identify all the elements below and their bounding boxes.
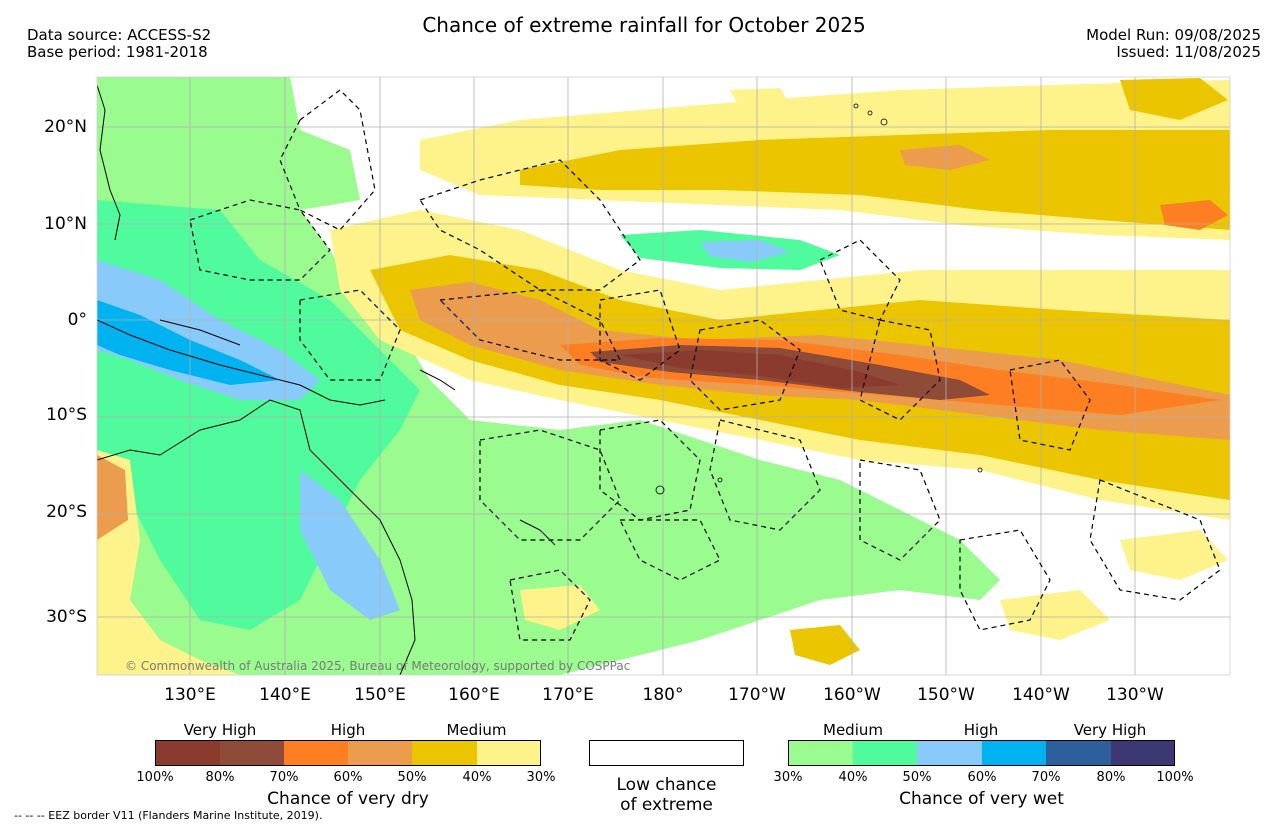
coastlines (97, 84, 556, 675)
wet-high-region (97, 260, 320, 400)
wet-category-high: High (963, 721, 999, 739)
map-frame (96, 76, 1231, 676)
dry-swatch-50-40 (412, 740, 477, 766)
dry-south-patch-3 (1120, 530, 1228, 580)
base-period-text: Base period: 1981-2018 (27, 43, 208, 61)
wet-high-inland (300, 470, 400, 620)
dry-swatch-80-70 (220, 740, 284, 766)
dry-colorbar-border (155, 740, 541, 766)
lon-label-140e: 140°E (259, 685, 311, 705)
island-outlines (655, 103, 983, 495)
lon-label-180: 180° (642, 685, 684, 705)
dry-north-orange-2 (900, 145, 990, 170)
map-gridlines (97, 77, 1230, 675)
map-title: Chance of extreme rainfall for October 2… (422, 13, 866, 37)
wet-tick-70: 70% (1031, 770, 1061, 785)
low-chance-line-1: Low chance (616, 775, 717, 795)
dry-north-orange (1160, 200, 1228, 230)
dry-tick-80: 80% (205, 770, 235, 785)
low-chance-label: Low chance of extreme (589, 775, 744, 815)
lon-label-170e: 170°E (542, 685, 594, 705)
dry-west-edge (97, 450, 240, 675)
dry-swatch-60-50 (348, 740, 412, 766)
dry-legend-title: Chance of very dry (267, 789, 429, 809)
wet-colorbar-border (788, 740, 1175, 766)
dry-south-patch-4 (520, 585, 600, 630)
wet-swatch-50-60 (917, 740, 982, 766)
lon-label-170w: 170°W (728, 685, 786, 705)
dry-south-patch-2 (1000, 590, 1110, 640)
dry-tick-60: 60% (333, 770, 363, 785)
eez-borders (189, 89, 1221, 641)
lon-label-160w: 160°W (823, 685, 881, 705)
lon-label-150e: 150°E (354, 685, 406, 705)
lat-label-0: 0° (67, 310, 87, 330)
dry-swatch-40-30 (477, 740, 541, 766)
lat-label-10s: 10°S (46, 405, 87, 425)
dry-south-patch-1 (790, 625, 860, 665)
wet-category-very-high: Very High (1073, 721, 1147, 739)
wet-swatch-30-40 (788, 740, 853, 766)
eez-footnote: -- -- -- EEZ border V11 (Flanders Marine… (14, 809, 323, 822)
lon-label-160e: 160°E (448, 685, 500, 705)
dry-north-core (520, 130, 1230, 230)
lat-label-10n: 10°N (44, 214, 87, 234)
wet-tick-40: 40% (838, 770, 868, 785)
dry-swatch-100-80 (155, 740, 220, 766)
dry-north-small-1 (730, 88, 790, 108)
lon-label-140w: 140°W (1012, 685, 1070, 705)
lon-label-130w: 130°W (1106, 685, 1164, 705)
dry-category-medium: Medium (446, 721, 507, 739)
dry-equatorial-core (620, 350, 900, 388)
low-chance-swatch (589, 740, 744, 766)
dry-tick-100: 100% (136, 770, 174, 785)
dry-colorbar (155, 740, 541, 766)
wet-legend-title: Chance of very wet (899, 789, 1064, 809)
low-chance-line-2: of extreme (620, 795, 713, 815)
wet-tick-60: 60% (967, 770, 997, 785)
wet-tick-30: 30% (773, 770, 803, 785)
lon-label-150w: 150°W (917, 685, 975, 705)
wet-swatch-40-50 (853, 740, 917, 766)
dry-swatch-70-60 (284, 740, 348, 766)
rainfall-map (96, 76, 1231, 676)
lat-label-20s: 20°S (46, 502, 87, 522)
wet-category-medium: Medium (823, 721, 883, 739)
wet-swatch-60-70 (982, 740, 1046, 766)
dry-north-small-2 (1120, 78, 1228, 120)
model-run-text: Model Run: 09/08/2025 (1086, 26, 1261, 44)
lat-label-20n: 20°N (44, 117, 87, 137)
data-source-text: Data source: ACCESS-S2 (27, 26, 212, 44)
lon-label-130e: 130°E (164, 685, 216, 705)
dry-category-very-high: Very High (183, 721, 257, 739)
wet-swatch-70-80 (1046, 740, 1111, 766)
model-run-block: Model Run: 09/08/2025 Issued: 11/08/2025 (1086, 27, 1261, 61)
wet-swatch-80-100 (1111, 740, 1175, 766)
wet-band-north-core (700, 240, 790, 262)
lat-label-30s: 30°S (46, 607, 87, 627)
wet-tick-100: 100% (1156, 770, 1194, 785)
dry-category-high: High (330, 721, 366, 739)
data-source-block: Data source: ACCESS-S2 Base period: 1981… (27, 27, 211, 61)
copyright-text: © Commonwealth of Australia 2025, Bureau… (125, 659, 631, 673)
dry-tick-30: 30% (526, 770, 556, 785)
issued-text: Issued: 11/08/2025 (1116, 43, 1261, 61)
wet-colorbar (788, 740, 1175, 766)
wet-tick-50: 50% (902, 770, 932, 785)
dry-tick-40: 40% (462, 770, 492, 785)
dry-tick-70: 70% (269, 770, 299, 785)
wet-very-high-region (97, 300, 280, 385)
dry-tick-50: 50% (397, 770, 427, 785)
dry-west-orange (97, 455, 128, 540)
wet-tick-80: 80% (1096, 770, 1126, 785)
